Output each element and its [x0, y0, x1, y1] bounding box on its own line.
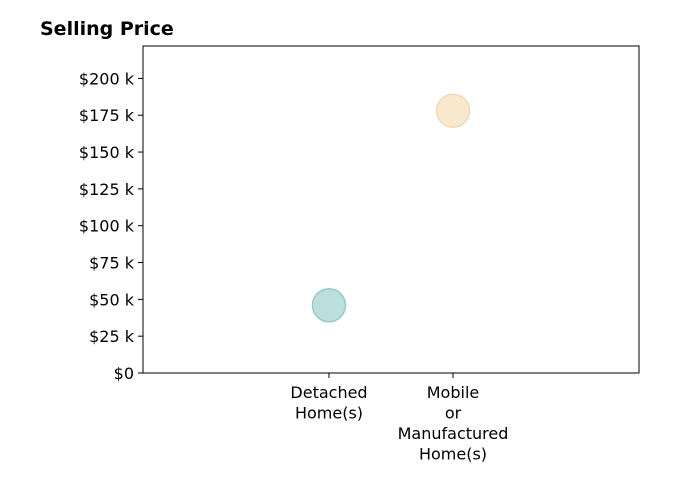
y-tick-label: $50 k — [89, 290, 135, 309]
y-tick-label: $200 k — [79, 69, 135, 88]
x-tick-label-line: Home(s) — [295, 404, 363, 423]
y-tick-label: $25 k — [89, 327, 135, 346]
x-tick-label: Mobile or Manufactured Home(s) — [398, 383, 509, 464]
x-axis: Detached Home(s) Mobile or Manufactured Home(… — [290, 373, 508, 464]
x-tick-label-line: or — [445, 404, 462, 423]
y-axis: $0 $25 k $50 k $75 k $100 k $125 k $150 k $175 … — [79, 69, 143, 383]
y-tick-label: $75 k — [89, 254, 135, 273]
y-tick-label: $125 k — [79, 180, 135, 199]
x-tick-label: Detached Home(s) — [290, 383, 367, 423]
x-tick-label-line: Detached — [290, 383, 367, 402]
x-tick-label-line: Manufactured — [398, 424, 509, 443]
x-tick-label-line: Home(s) — [419, 445, 487, 464]
y-tick-label: $175 k — [79, 106, 135, 125]
y-tick-label: $100 k — [79, 217, 135, 236]
y-tick-label: $0 — [114, 364, 134, 383]
plot-frame — [142, 45, 640, 374]
x-tick-label-line: Mobile — [427, 383, 479, 402]
data-point — [311, 287, 347, 323]
data-points — [311, 93, 471, 323]
chart-title: Selling Price — [40, 18, 174, 40]
data-point — [435, 93, 471, 129]
y-tick-label: $150 k — [79, 143, 135, 162]
